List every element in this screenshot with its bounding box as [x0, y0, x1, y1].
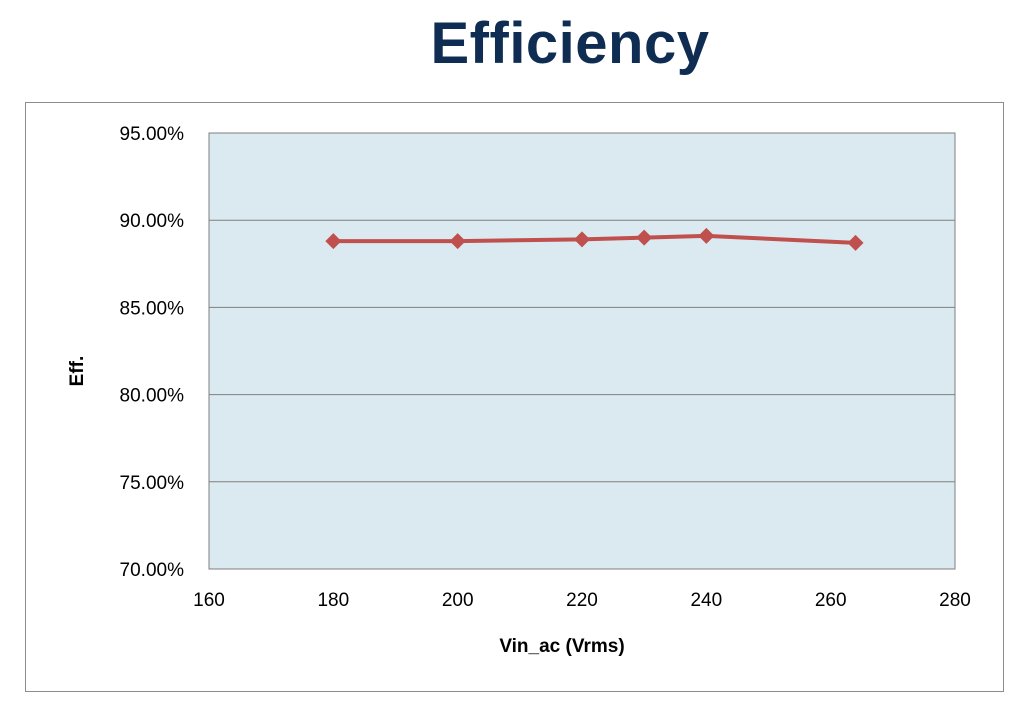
chart-area: 70.00% 75.00% 80.00% 85.00% 90.00% 95.00% 160…	[25, 102, 1004, 692]
x-tick-label: 280	[939, 590, 971, 611]
data-point-marker	[449, 233, 466, 250]
data-point-marker	[698, 227, 715, 244]
x-tick-label: 220	[566, 590, 598, 611]
data-point-marker	[574, 231, 590, 248]
x-tick-label: 180	[317, 590, 349, 611]
y-tick-label: 90.00%	[120, 211, 185, 232]
x-tick-label: 240	[690, 590, 722, 611]
grid-lines	[209, 132, 955, 570]
y-tick-label: 85.00%	[120, 298, 185, 319]
plot-area	[208, 132, 956, 570]
x-tick-label: 260	[815, 590, 847, 611]
x-tick-label: 200	[442, 590, 474, 611]
series-line	[333, 233, 856, 245]
series-layer	[325, 227, 864, 251]
y-tick-label: 80.00%	[120, 386, 185, 407]
data-point-marker	[636, 229, 653, 246]
y-tick-label: 70.00%	[120, 560, 185, 581]
x-axis-title: Vin_ac (Vrms)	[499, 636, 624, 657]
data-point-marker	[325, 233, 342, 250]
chart-title: Efficiency	[430, 11, 710, 76]
y-axis-ticks: 70.00% 75.00% 80.00% 85.00% 90.00% 95.00%	[120, 124, 185, 581]
x-axis-ticks: 160 180 200 220 240 260 280	[193, 590, 971, 611]
chart-svg: 70.00% 75.00% 80.00% 85.00% 90.00% 95.00% 160…	[67, 124, 971, 657]
y-axis-title: Eff.	[67, 356, 88, 387]
x-tick-label: 160	[193, 590, 225, 611]
y-tick-label: 75.00%	[120, 473, 185, 494]
y-tick-label: 95.00%	[120, 124, 185, 145]
data-point-marker	[847, 234, 864, 251]
